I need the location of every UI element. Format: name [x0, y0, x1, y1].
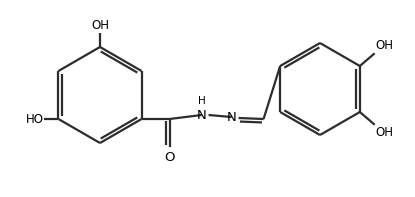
Text: N: N	[227, 111, 237, 124]
Text: N: N	[197, 109, 206, 122]
Text: HO: HO	[25, 112, 44, 125]
Text: OH: OH	[376, 39, 394, 52]
Text: OH: OH	[91, 19, 109, 32]
Text: OH: OH	[376, 126, 394, 139]
Text: O: O	[164, 151, 175, 164]
Text: H: H	[198, 96, 205, 106]
